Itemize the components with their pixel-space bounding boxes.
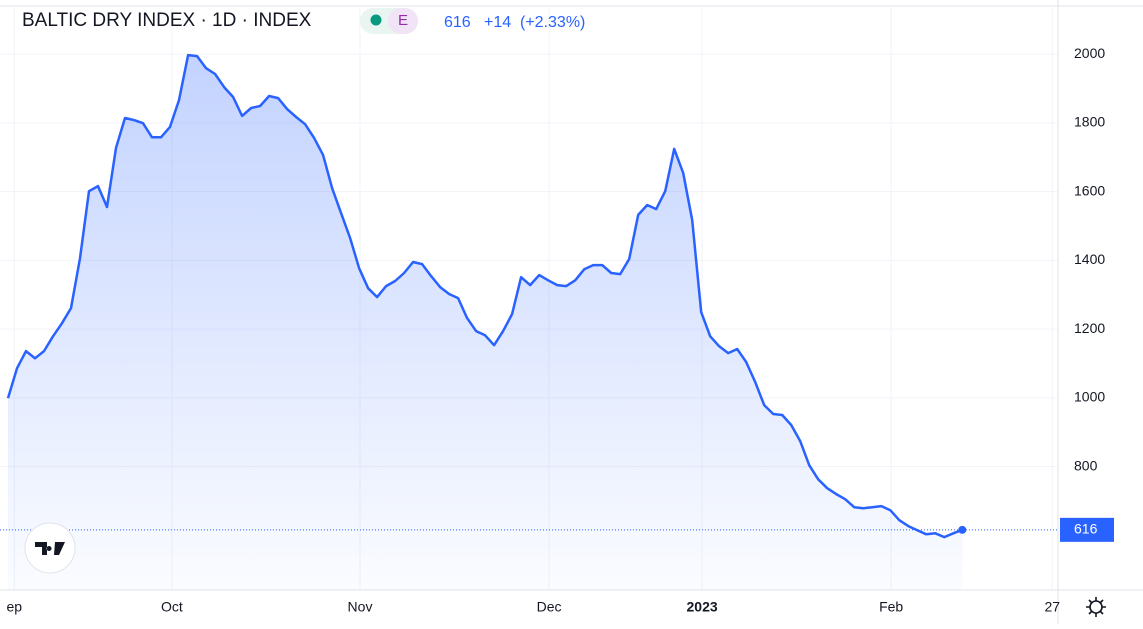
- x-tick-label: ep: [7, 599, 23, 615]
- y-tick-label: 800: [1074, 457, 1098, 473]
- last-value-label: 616: [1074, 521, 1098, 537]
- x-tick-label: 2023: [687, 599, 718, 615]
- last-value-box: [1060, 517, 1114, 542]
- last-point: [958, 525, 967, 534]
- x-tick-label: Oct: [161, 599, 183, 615]
- logo-mark: [35, 542, 65, 555]
- x-tick-label: 27: [1045, 599, 1061, 615]
- chart-title: BALTIC DRY INDEX · 1D · INDEX: [22, 10, 312, 31]
- y-tick-label: 2000: [1074, 45, 1105, 61]
- gear-teeth: [1086, 597, 1106, 617]
- change-pct: (+2.33%): [520, 14, 585, 31]
- y-tick-label: 1000: [1074, 389, 1105, 405]
- plot: [0, 53, 1058, 591]
- market-open-dot: [370, 14, 382, 26]
- exchange-badge: E: [398, 12, 408, 29]
- y-tick-label: 1800: [1074, 114, 1105, 130]
- last-value: 616: [444, 14, 471, 31]
- y-tick-label: 1400: [1074, 251, 1105, 267]
- area: [8, 55, 963, 591]
- x-tick-label: Dec: [537, 599, 562, 615]
- change: +14: [484, 14, 511, 31]
- y-tick-label: 1200: [1074, 320, 1105, 336]
- badge-bg: [388, 8, 418, 34]
- x-tick-label: Feb: [879, 599, 903, 615]
- x-tick-label: Nov: [348, 599, 373, 615]
- tv-logo[interactable]: [24, 522, 76, 574]
- line: [6, 53, 963, 539]
- y-tick-label: 1600: [1074, 182, 1105, 198]
- settings-icon[interactable]: [1086, 597, 1106, 617]
